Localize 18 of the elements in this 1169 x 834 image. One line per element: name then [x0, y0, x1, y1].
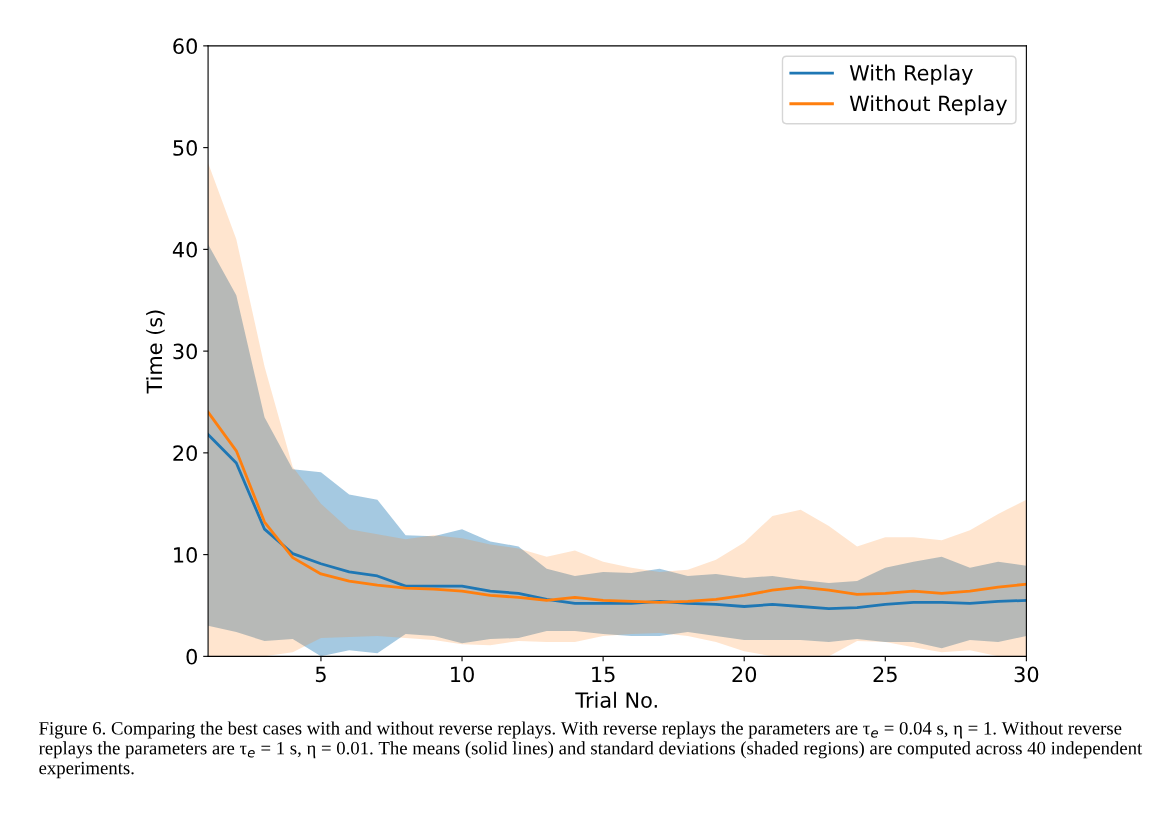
legend-label: With Replay [849, 64, 973, 85]
x-tick-label: 5 [315, 666, 326, 683]
y-tick-label: 60 [173, 38, 197, 55]
y-axis-title: Time (s) [146, 310, 165, 394]
y-tick-label: 10 [174, 547, 197, 563]
legend-label: Without Replay [849, 95, 1008, 116]
x-tick-label: 20 [732, 666, 757, 683]
x-tick-label: 10 [451, 666, 474, 683]
text: Figure 6. Comparing the best cases with and without reverse replays. With reverse replays the parameters are τ$_{e}$ = 0.04 s, η = 1. Without reverse replays the parameters are τ$_{e}$ = 1 s, η = 0.01. The means (solid lines) and standard deviations (shaded regions) are computed across 40 independent experiments. [38, 721, 1143, 779]
y-tick-label: 0 [186, 648, 197, 665]
y-tick-label: 50 [173, 140, 197, 156]
x-axis-title: Trial No. [575, 691, 657, 708]
y-tick-label: 30 [173, 343, 197, 360]
x-tick-label: 15 [592, 666, 615, 683]
x-tick-label: 25 [873, 666, 897, 683]
y-tick-label: 40 [172, 241, 197, 258]
y-tick-label: 20 [173, 445, 197, 462]
x-tick-label: 30 [1014, 666, 1039, 683]
